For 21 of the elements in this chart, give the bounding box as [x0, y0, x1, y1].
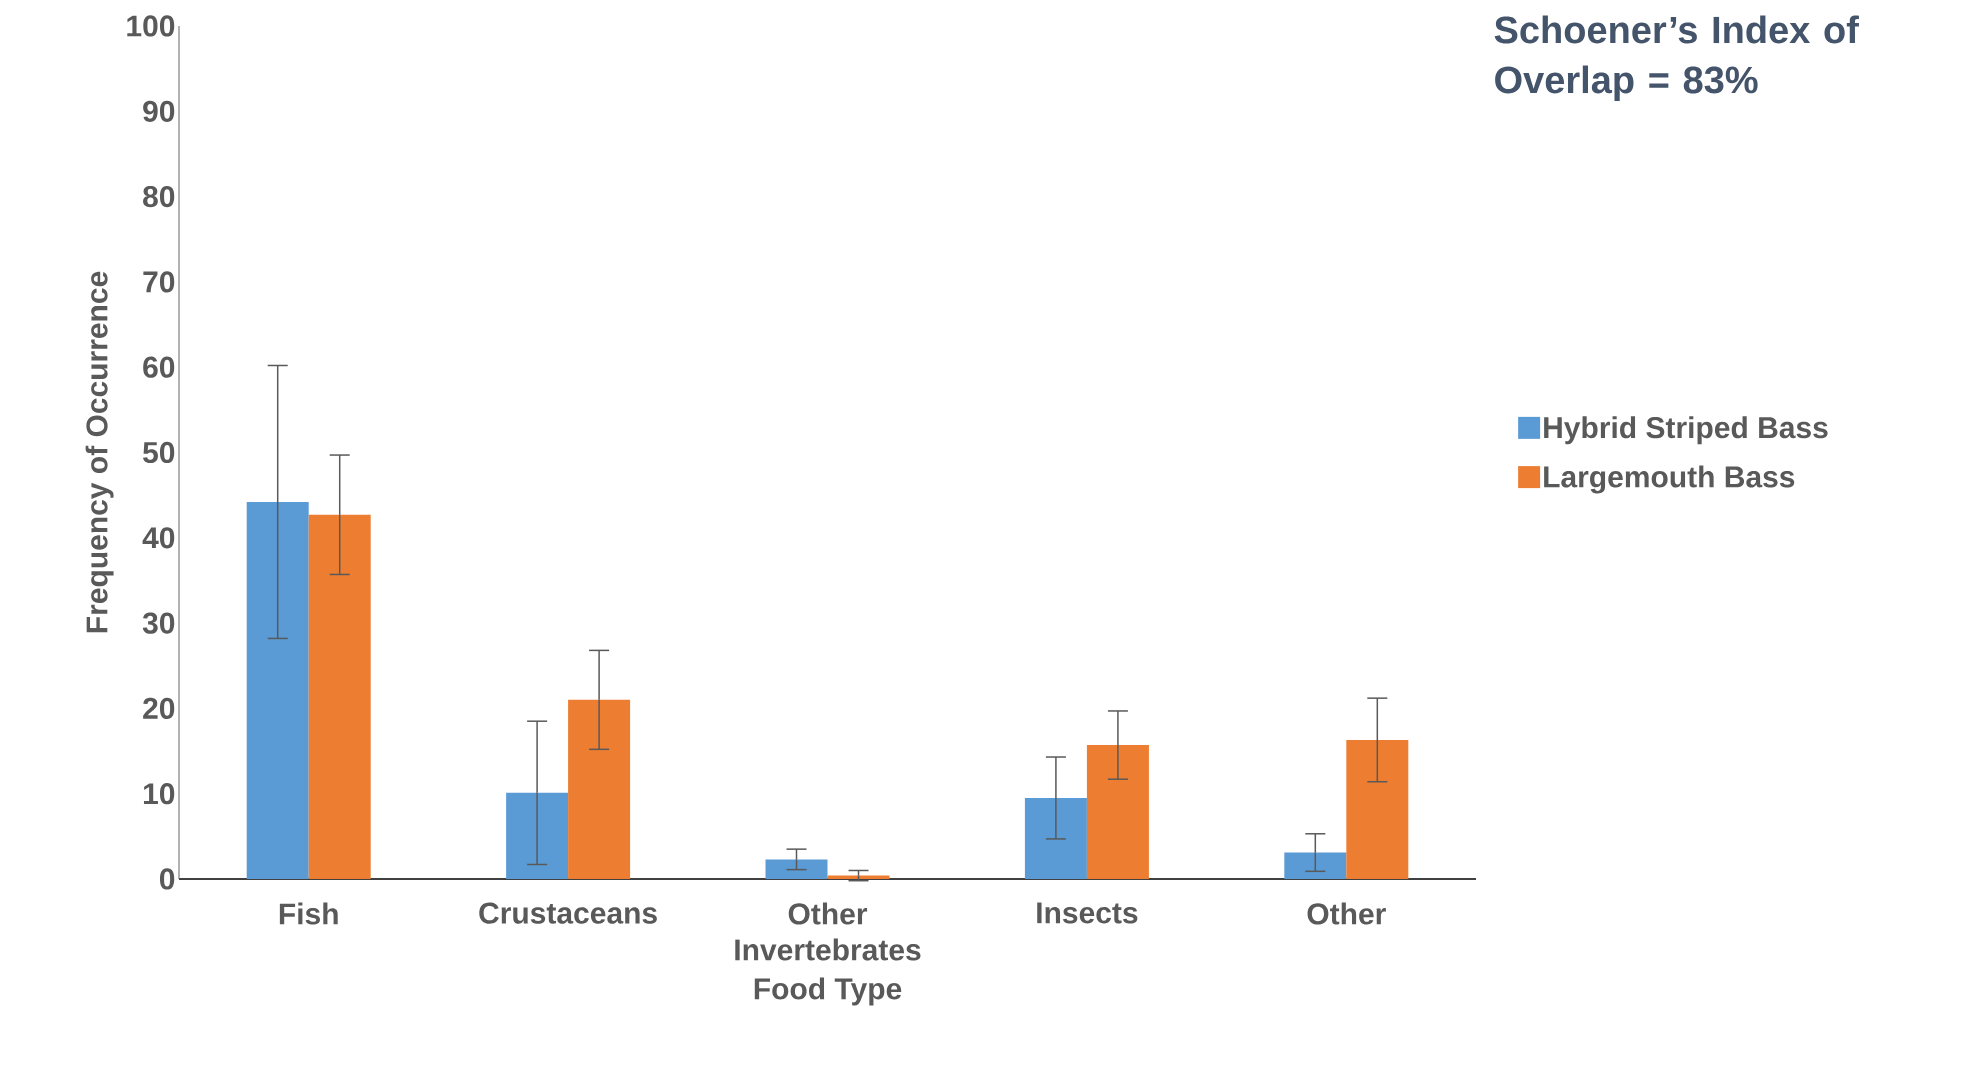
x-tick-label: Insects: [1037, 902, 1138, 924]
x-tick-label: Other: [1307, 902, 1386, 925]
y-tick-label: 10: [143, 783, 175, 805]
x-axis-title: Food Type: [754, 977, 902, 1006]
y-tick-label: 90: [143, 100, 175, 122]
y-tick-label: 100: [127, 15, 175, 37]
y-tick-label: 80: [143, 185, 175, 208]
y-tick-label: 20: [143, 697, 175, 720]
x-tick-label: Other Invertebrates: [735, 902, 921, 961]
x-tick-label: Crustaceans: [479, 902, 657, 924]
y-tick-label: 70: [143, 271, 175, 293]
y-tick-label: 40: [142, 527, 175, 549]
text: Schoener’s Index of Overlap = 83%: [1494, 15, 1859, 101]
y-tick-label: 0: [159, 868, 175, 890]
legend-label: Hybrid Striped Bass: [1544, 416, 1828, 445]
y-tick-label: 30: [142, 612, 175, 634]
y-tick-label: 50: [143, 441, 175, 464]
y-axis-title: Frequency of Occurrence: [85, 271, 114, 633]
y-tick-label: 60: [143, 356, 175, 378]
x-tick-label: Fish: [279, 902, 338, 925]
legend-label: Largemouth Bass: [1544, 465, 1795, 494]
